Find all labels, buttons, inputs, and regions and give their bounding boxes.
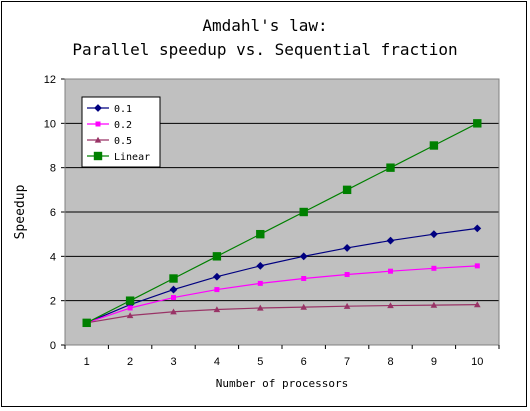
axes xyxy=(61,78,500,349)
data-point xyxy=(474,301,481,308)
series-line xyxy=(86,227,478,324)
y-tick-label: 12 xyxy=(44,74,56,86)
series-1 xyxy=(84,263,480,326)
data-point xyxy=(301,276,307,281)
chart-title-line-1: Amdahl's law: xyxy=(202,16,327,35)
y-axis-label: Speedup xyxy=(13,184,28,239)
data-point xyxy=(473,119,482,128)
chart-svg: Amdahl's law: Parallel speedup vs. Sequen… xyxy=(13,16,500,390)
data-point xyxy=(429,230,438,239)
data-point xyxy=(125,296,135,305)
x-tick-label: 7 xyxy=(344,356,350,368)
data-point xyxy=(388,268,393,274)
y-tick-label: 0 xyxy=(50,340,56,352)
legend-marker xyxy=(95,121,101,127)
data-point xyxy=(214,287,220,293)
data-point xyxy=(386,236,395,245)
x-tick-label: 2 xyxy=(127,356,133,368)
data-point xyxy=(256,261,265,270)
x-tick-label: 3 xyxy=(170,356,176,368)
data-point xyxy=(82,318,91,328)
series-3 xyxy=(82,119,482,328)
legend-marker xyxy=(94,136,102,143)
legend-marker xyxy=(94,104,102,112)
data-point xyxy=(387,302,394,309)
data-point xyxy=(257,304,264,311)
data-point xyxy=(343,244,352,252)
data-point xyxy=(342,185,352,195)
x-tick-label: 10 xyxy=(471,356,483,368)
series-0 xyxy=(82,224,482,327)
x-tick-label: 1 xyxy=(84,356,90,368)
legend-item: Linear xyxy=(87,151,150,163)
data-point xyxy=(299,252,308,261)
chart-title: Amdahl's law: Parallel speedup vs. Sequen… xyxy=(72,16,457,59)
x-tick-label: 4 xyxy=(214,356,220,368)
data-point xyxy=(126,312,134,319)
chart-title-line-2: Parallel speedup vs. Sequential fraction xyxy=(72,40,457,59)
series-line xyxy=(86,122,478,324)
y-tick-labels: 0 2 4 6 8 10 12 xyxy=(44,74,56,352)
y-tick-label: 6 xyxy=(50,207,56,219)
legend-label: 0.5 xyxy=(114,136,132,147)
data-point xyxy=(171,295,176,301)
x-tick-label: 5 xyxy=(257,356,263,368)
legend-label: 0.1 xyxy=(114,104,132,115)
x-tick-labels: 1 2 3 4 5 6 7 8 9 10 xyxy=(84,356,484,368)
data-point xyxy=(343,302,351,309)
data-point xyxy=(474,263,480,269)
legend-marker xyxy=(93,151,103,161)
data-point xyxy=(386,163,395,172)
x-tick-label: 9 xyxy=(431,356,437,368)
data-point xyxy=(127,305,133,311)
data-point xyxy=(169,274,178,283)
y-tick-label: 10 xyxy=(44,118,56,130)
legend-label: Linear xyxy=(114,152,150,163)
data-point xyxy=(430,301,438,308)
data-point xyxy=(213,306,221,313)
y-tick-label: 4 xyxy=(50,251,56,263)
series-line xyxy=(86,304,478,324)
data-point xyxy=(170,308,177,315)
data-point xyxy=(256,229,265,239)
series xyxy=(82,119,482,328)
x-tick-label: 8 xyxy=(387,356,393,368)
legend-item: 0.5 xyxy=(87,136,132,147)
y-tick-label: 2 xyxy=(50,296,56,308)
data-point xyxy=(299,207,308,217)
data-point xyxy=(429,141,439,150)
series-line xyxy=(86,265,478,324)
x-axis-label: Number of processors xyxy=(216,377,348,390)
y-tick-label: 8 xyxy=(50,163,56,175)
data-point xyxy=(344,272,350,278)
legend-item: 0.2 xyxy=(87,120,132,131)
data-point xyxy=(473,224,482,233)
data-point xyxy=(257,280,263,286)
data-point xyxy=(169,285,178,294)
legend: 0.1 0.2 0.5 Linear xyxy=(81,96,161,168)
data-point xyxy=(212,272,221,281)
data-point xyxy=(431,265,437,271)
data-point xyxy=(300,303,307,310)
data-point xyxy=(212,252,222,261)
x-tick-label: 6 xyxy=(301,356,307,368)
legend-label: 0.2 xyxy=(114,120,132,131)
legend-item: 0.1 xyxy=(87,104,132,115)
